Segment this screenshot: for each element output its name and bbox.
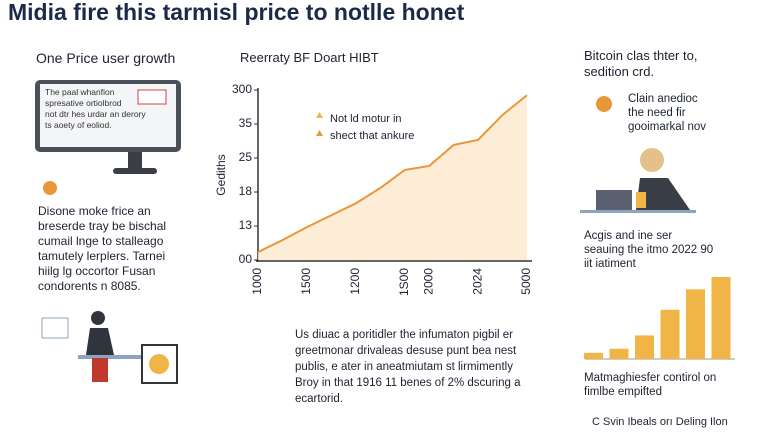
monitor-base [113, 168, 157, 174]
text-line: seauing the itmo 2022 90 [584, 244, 714, 256]
text-line: not dtr hes urdar an derory [45, 109, 146, 119]
y-tick-label: 18 [239, 184, 253, 198]
text-line: cumail lnge to stalleago [38, 234, 164, 248]
bar [660, 309, 680, 359]
x-tick-label: 2000 [421, 268, 435, 295]
text-line: tamutely lerplers. Tarnei [38, 249, 166, 263]
text-line: Bitcoin clas thter to, [584, 48, 698, 63]
text-line: Not ld motur in [330, 113, 402, 125]
legend-marker [316, 112, 323, 118]
text-line: Acgis and ine ser [584, 230, 673, 242]
x-tick-label: 1000 [250, 268, 264, 295]
text-line: hiilg lg occortor Fusan [38, 264, 156, 278]
person-head [91, 311, 105, 325]
text-line: Clain anedioc [628, 93, 698, 105]
bar [609, 348, 629, 359]
text-line: sedition crd. [584, 64, 655, 79]
frame [41, 317, 69, 339]
text-line: fimlbe empifted [584, 386, 662, 398]
x-tick-label: 2024 [470, 268, 484, 295]
bar [635, 335, 654, 359]
chair [92, 358, 108, 382]
right-note: Clain anedioc the need fir gooimarkal nov [628, 92, 706, 134]
bar [686, 289, 705, 359]
dollar-coin [149, 354, 169, 374]
bitcoin-icon [596, 96, 612, 112]
y-tick-label: 300 [232, 82, 252, 96]
person-body [636, 178, 690, 210]
y-axis-label: Gediths [214, 154, 228, 195]
cup [636, 192, 646, 208]
text-line: The paal whanfion [45, 87, 115, 97]
text-line: ts aoety of eoliod. [45, 120, 112, 130]
footer: C Svin Ibeals orı Deling Ilon [592, 416, 728, 428]
text-line: iit iatiment [584, 258, 636, 270]
text-line: Us diuac a poritidler the infumaton pigb… [295, 329, 513, 341]
x-tick-label: 1S00 [397, 268, 411, 296]
bar [584, 352, 603, 359]
y-tick-label: 13 [239, 218, 253, 232]
line [257, 94, 528, 253]
y-tick-label: 00 [239, 252, 253, 266]
monitor-text: The paal whanfion spresative ortiolbrod no… [45, 87, 146, 131]
right-paragraph: Acgis and ine ser seauing the itmo 2022 9… [584, 229, 713, 271]
text-line: Broy in that 1916 11 benes of 2% dscurin… [295, 377, 521, 389]
text-line: greetmonar drivaleas desuse punt bea nes… [295, 345, 517, 357]
left-paragraph: Disone moke frice an breserde tray be bis… [38, 204, 166, 294]
page-title: Midia fire this tarmisl price to notlle … [8, 0, 465, 25]
text-line: breserde tray be bischal [38, 219, 167, 233]
text-line: publis, e ater in aneatmiutam st lirmime… [295, 361, 513, 373]
text-line: the need fir [628, 107, 686, 119]
x-tick-label: 5000 [519, 268, 533, 295]
person-body [86, 328, 114, 355]
x-tick-label: 1200 [348, 268, 362, 295]
y-tick-label: 35 [239, 116, 253, 130]
right-heading: Bitcoin clas thter to, sedition crd. [584, 48, 697, 80]
chart-annotations: Not ld motur in shect that ankure [330, 111, 414, 145]
monitor-neck [128, 152, 142, 170]
desk [580, 210, 696, 213]
laptop [596, 190, 632, 210]
text-line: condorents n 8085. [38, 279, 141, 293]
center-paragraph: Us diuac a poritidler the infumaton pigb… [295, 327, 520, 407]
bar [711, 277, 731, 359]
desk [78, 355, 158, 359]
screen-badge [137, 89, 167, 105]
text-line: Disone moke frice an [38, 204, 151, 218]
x-tick-label: 1500 [299, 268, 313, 295]
legend-marker [316, 130, 323, 136]
text-line: shect that ankure [330, 130, 415, 142]
text-line: ecartorid. [295, 393, 343, 405]
text-line: gooimarkal nov [628, 121, 706, 133]
text-line: spresative ortiolbrod [45, 98, 122, 108]
right-caption: Matmaghiesfer contirol on fimlbe empifted [584, 371, 716, 399]
chart-title: Reerraty BF Doart HIBT [240, 50, 379, 65]
person-head [640, 148, 664, 172]
text-line: Matmaghiesfer contirol on [584, 372, 717, 384]
bitcoin-icon [43, 181, 57, 195]
y-tick-label: 25 [239, 150, 253, 164]
section-heading: One Price user growth [36, 50, 176, 66]
